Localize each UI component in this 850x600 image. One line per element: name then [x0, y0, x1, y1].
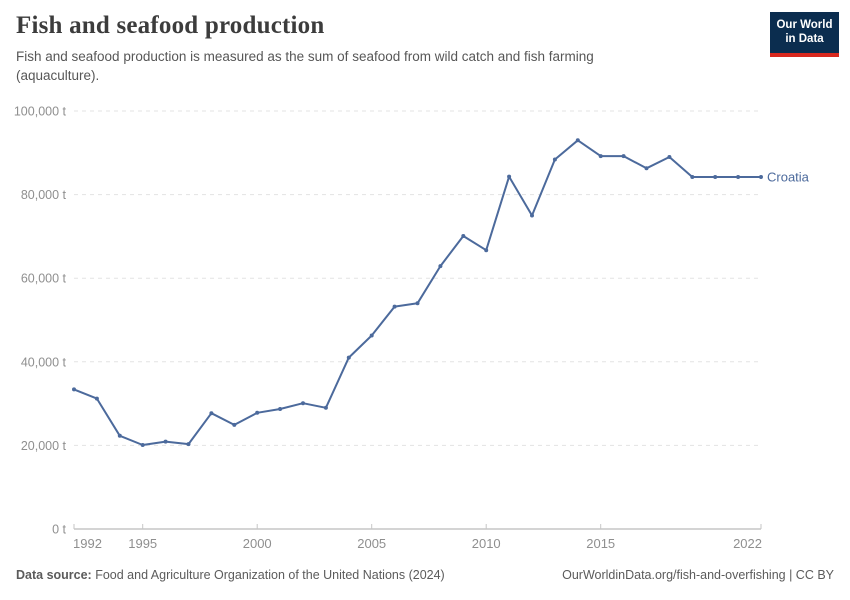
owid-logo[interactable]: Our World in Data	[770, 12, 839, 57]
y-axis-tick-label: 60,000 t	[21, 272, 67, 286]
data-point-marker[interactable]	[278, 407, 283, 411]
owid-logo-line2: in Data	[785, 33, 824, 46]
data-point-marker[interactable]	[94, 396, 99, 401]
data-point-marker[interactable]	[713, 175, 718, 179]
data-point-marker[interactable]	[72, 387, 76, 392]
data-point-marker[interactable]	[667, 155, 672, 159]
footer-source-label: Data source:	[16, 568, 92, 582]
y-axis-tick-label: 20,000 t	[21, 439, 67, 453]
x-axis-tick-label: 2010	[472, 536, 501, 551]
y-axis-tick-label: 40,000 t	[21, 355, 67, 369]
data-point-marker[interactable]	[392, 304, 397, 309]
x-axis-tick-label: 1992	[73, 536, 102, 551]
x-axis-tick-label: 2005	[357, 536, 386, 551]
data-point-marker[interactable]	[140, 443, 145, 447]
series-line-croatia[interactable]	[73, 139, 762, 446]
owid-logo-line1: Our World	[776, 19, 833, 31]
data-point-marker[interactable]	[552, 157, 557, 162]
data-point-marker[interactable]	[484, 248, 489, 253]
data-point-marker[interactable]	[255, 410, 260, 415]
data-point-marker[interactable]	[232, 422, 237, 427]
owid-logo-text: Our World in Data	[770, 12, 839, 53]
chart-title: Fish and seafood production	[16, 12, 325, 39]
data-point-marker[interactable]	[690, 175, 695, 179]
x-axis-tick-label: 1995	[128, 536, 157, 551]
data-point-marker[interactable]	[369, 333, 374, 338]
data-point-marker[interactable]	[346, 355, 351, 360]
data-point-marker[interactable]	[186, 442, 191, 447]
x-axis-tick-label: 2000	[243, 536, 272, 551]
y-axis-tick-label: 0 t	[52, 523, 66, 537]
x-axis-tick-label: 2015	[586, 536, 615, 551]
chart-header: Fish and seafood production Fish and sea…	[16, 12, 750, 86]
data-point-marker[interactable]	[461, 234, 466, 238]
data-point-marker[interactable]	[209, 411, 214, 416]
footer-data-source: Data source: Food and Agriculture Organi…	[16, 568, 445, 582]
series-end-label[interactable]: Croatia	[767, 170, 810, 185]
footer-citation-link[interactable]: OurWorldinData.org/fish-and-overfishing …	[562, 568, 834, 582]
data-point-marker[interactable]	[759, 175, 763, 179]
data-point-marker[interactable]	[438, 264, 443, 269]
data-point-marker[interactable]	[117, 433, 122, 438]
data-point-marker[interactable]	[301, 401, 305, 406]
data-point-marker[interactable]	[530, 213, 534, 218]
y-axis-tick-label: 80,000 t	[21, 188, 67, 202]
footer-source-text: Food and Agriculture Organization of the…	[91, 568, 445, 582]
data-point-marker[interactable]	[323, 405, 328, 410]
data-point-marker[interactable]	[644, 166, 649, 171]
data-point-marker[interactable]	[163, 439, 168, 444]
data-point-marker[interactable]	[736, 175, 741, 179]
data-point-marker[interactable]	[598, 154, 603, 159]
data-point-marker[interactable]	[621, 154, 626, 159]
x-axis-tick-label: 2022	[733, 536, 762, 551]
chart-footer: Data source: Food and Agriculture Organi…	[16, 568, 834, 582]
owid-logo-redbar	[770, 52, 839, 57]
data-point-marker[interactable]	[575, 138, 580, 143]
y-axis-tick-label: 100,000 t	[14, 105, 67, 119]
chart-subtitle: Fish and seafood production is measured …	[16, 49, 594, 83]
data-point-marker[interactable]	[507, 174, 512, 179]
data-point-marker[interactable]	[415, 301, 420, 306]
